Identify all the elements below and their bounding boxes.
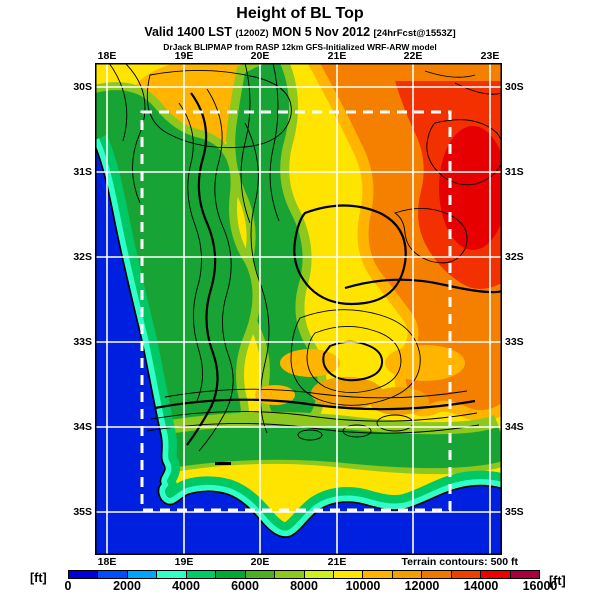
gold-blob-2: [311, 377, 383, 409]
y-tick-right-35S: 35S: [505, 506, 524, 518]
bl-top-map: [95, 63, 502, 555]
colorbar-tick-2000: 2000: [113, 579, 141, 593]
inner-domain-box: [140, 110, 452, 512]
forecast-note: [24hrFcst@1553Z]: [373, 28, 456, 39]
south-band-green: [131, 425, 502, 474]
x-tick-top-20E: 20E: [250, 50, 270, 62]
valid-date: MON 5 Nov 2012: [268, 25, 374, 39]
colorbar-cell-12000-13000ft: [422, 571, 452, 578]
colorbar-cell-4000-5000ft: [186, 571, 217, 578]
colorbar-tick-14000: 14000: [463, 579, 499, 593]
west-green-region: [95, 90, 253, 457]
colorbar-unit-left: [ft]: [30, 571, 47, 585]
gold-blob-5: [385, 345, 465, 381]
colorbar-cell-1000-2000ft: [98, 571, 128, 578]
red-core: [439, 126, 502, 250]
y-tick-left-32S: 32S: [73, 251, 92, 263]
model-attribution: DrJack BLIPMAP from RASP 12km GFS-Initia…: [163, 42, 437, 52]
y-tick-right-31S: 31S: [505, 166, 524, 178]
colorbar-cell-5000-6000ft: [216, 571, 246, 578]
terrain-contours-note: Terrain contours: 500 ft: [401, 556, 519, 568]
y-tick-right-33S: 33S: [505, 336, 524, 348]
graticule: [95, 63, 502, 555]
page-title: Height of BL Top: [236, 5, 364, 22]
valid-time-line: Valid 1400 LST (1200Z) MON 5 Nov 2012 [2…: [0, 25, 600, 39]
colorbar-tick-10000: 10000: [345, 579, 381, 593]
colorbar-cell-6000-7000ft: [245, 571, 276, 578]
y-tick-right-30S: 30S: [505, 81, 524, 93]
x-tick-top-21E: 21E: [327, 50, 347, 62]
x-tick-bottom-18E: 18E: [97, 556, 117, 568]
colorbar-cell-0-1000ft: [69, 571, 99, 578]
y-tick-left-33S: 33S: [73, 336, 92, 348]
colorbar: [68, 570, 540, 579]
y-tick-left-31S: 31S: [73, 166, 92, 178]
colorbar-cell-14000-15000ft: [481, 571, 511, 578]
colorbar-tick-4000: 4000: [172, 579, 200, 593]
x-tick-bottom-19E: 19E: [174, 556, 194, 568]
colorbar-tick-6000: 6000: [231, 579, 259, 593]
colorbar-cell-9000-10000ft: [333, 571, 364, 578]
colorbar-tick-8000: 8000: [290, 579, 318, 593]
y-tick-right-34S: 34S: [505, 421, 524, 433]
colorbar-cell-2000-3000ft: [127, 571, 158, 578]
colorbar-tick-0: 0: [64, 579, 72, 593]
colorbar-tick-12000: 12000: [404, 579, 440, 593]
x-tick-top-19E: 19E: [174, 50, 194, 62]
y-tick-left-34S: 34S: [73, 421, 92, 433]
colorbar-cell-3000-4000ft: [157, 571, 187, 578]
x-tick-top-22E: 22E: [403, 50, 423, 62]
x-tick-bottom-20E: 20E: [250, 556, 270, 568]
map-border: [95, 63, 502, 555]
y-tick-left-30S: 30S: [73, 81, 92, 93]
colorbar-unit-right: [ft]: [549, 574, 566, 588]
gold-blob-4: [369, 387, 429, 415]
valid-zulu: (1200Z): [235, 28, 269, 39]
colorbar-cell-15000-16000ft: [510, 571, 539, 578]
terrain-contours: [108, 63, 502, 465]
x-tick-bottom-21E: 21E: [327, 556, 347, 568]
colorbar-cell-7000-8000ft: [275, 571, 305, 578]
valid-prefix: Valid 1400 LST: [144, 25, 236, 39]
colorbar-cell-10000-11000ft: [363, 571, 393, 578]
gold-blob-1: [280, 349, 340, 377]
x-tick-top-18E: 18E: [97, 50, 117, 62]
x-tick-top-23E: 23E: [480, 50, 500, 62]
colorbar-cell-11000-12000ft: [392, 571, 423, 578]
colorbar-tick-16000: 16000: [522, 579, 558, 593]
y-tick-right-32S: 32S: [505, 251, 524, 263]
y-tick-left-35S: 35S: [73, 506, 92, 518]
colorbar-cell-13000-14000ft: [451, 571, 482, 578]
colorbar-cell-8000-9000ft: [304, 571, 334, 578]
